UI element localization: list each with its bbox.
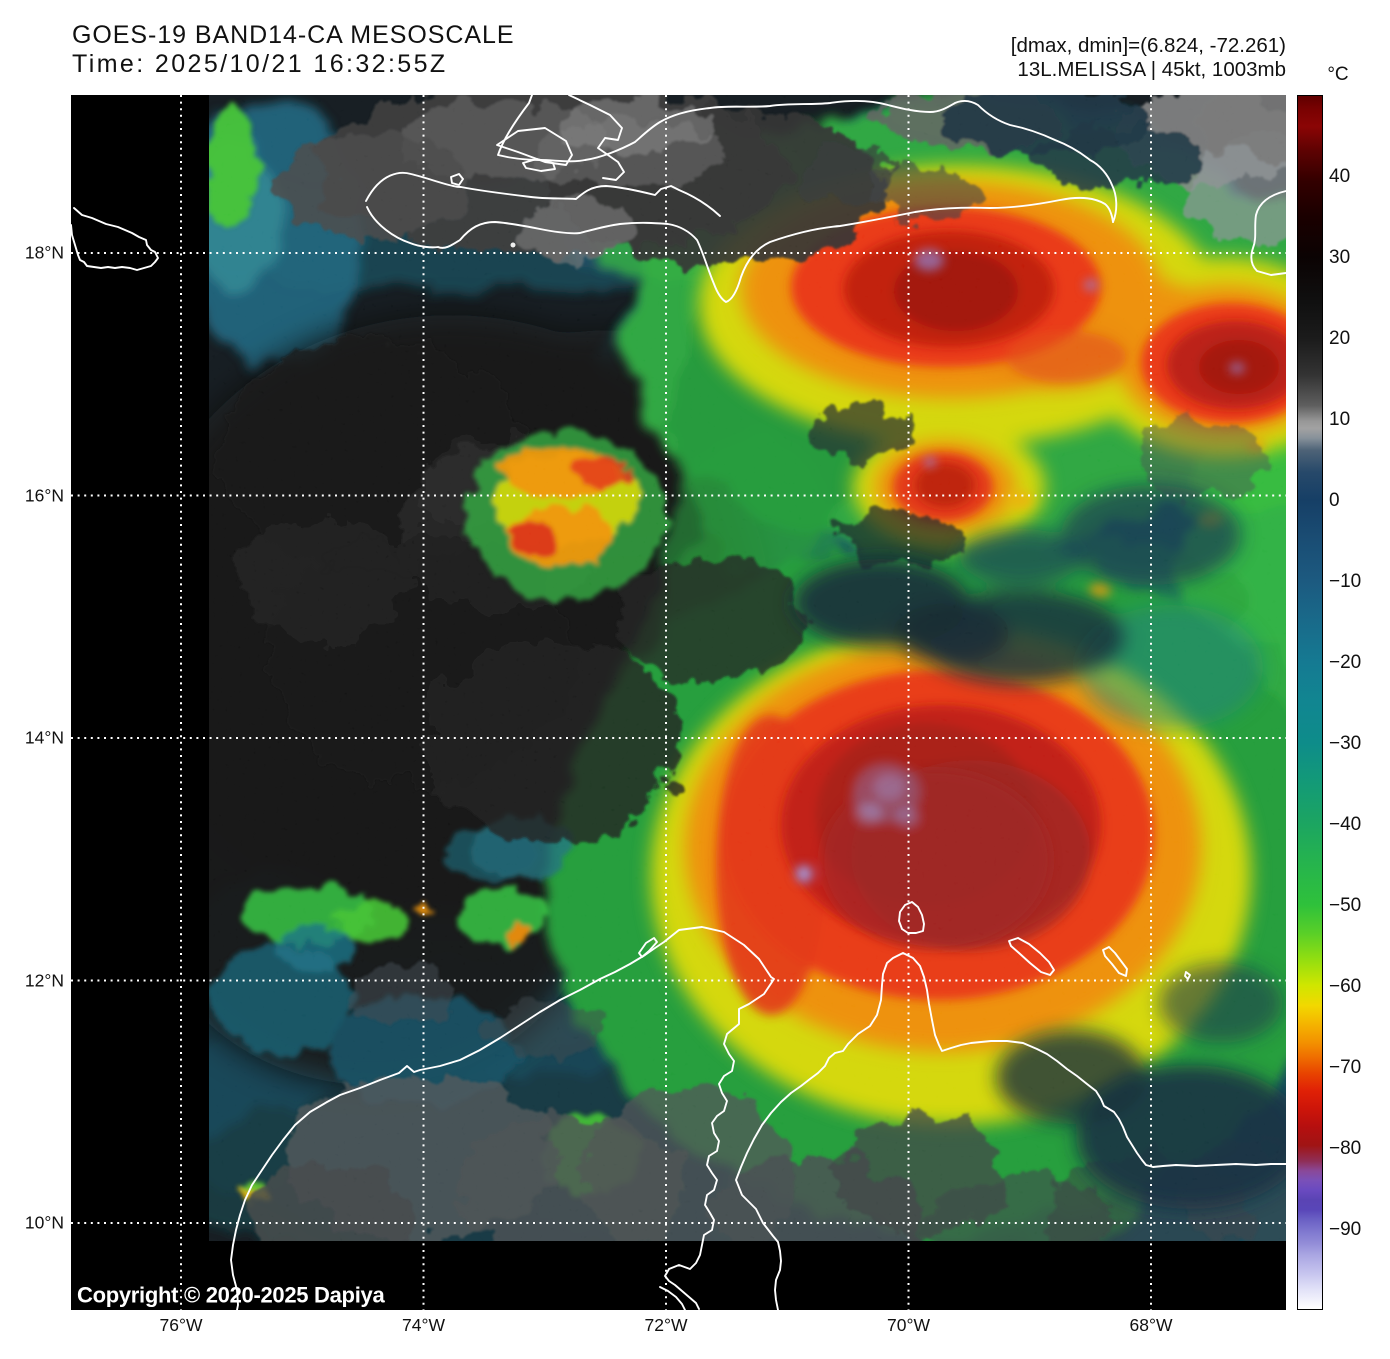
svg-text:Copyright © 2020-2025 Dapiya: Copyright © 2020-2025 Dapiya	[77, 1283, 385, 1308]
